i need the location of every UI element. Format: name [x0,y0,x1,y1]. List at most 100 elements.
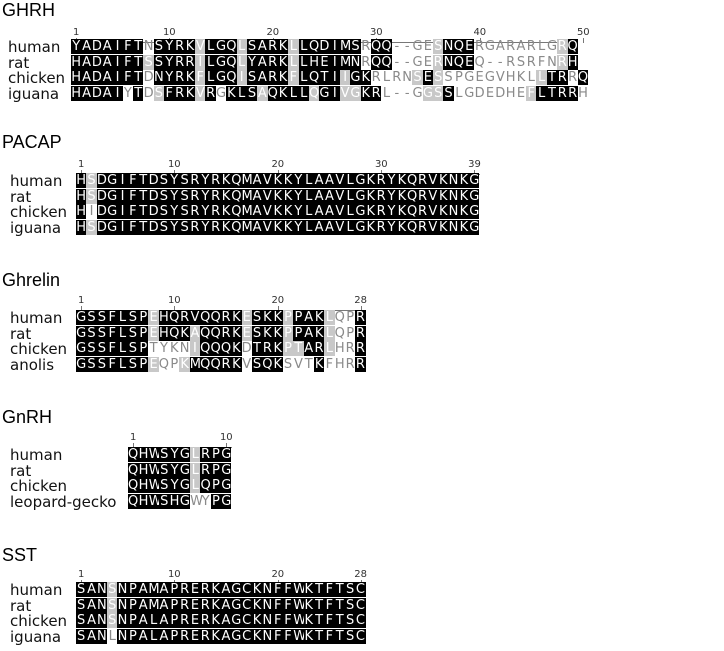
residue-cell: L [205,70,216,85]
residue-cell: T [546,70,558,85]
residue-cell: S [107,582,118,597]
species-label: iguana [10,218,62,237]
residue-cell: R [557,70,568,85]
residue-cell: V [427,173,439,188]
residue-cell: T [251,341,263,356]
residue-cell: R [506,54,516,70]
residue-cell: K [313,310,325,325]
residue-cell: S [96,356,108,372]
sequence-row: QHWSHGWYPGQHWSHGWYPG [128,493,232,509]
sequence-row: HSDGIFTDSYSRYRKQMAVKKYLAAVLGKRYKQRVKNKGH… [76,219,480,235]
residue-cell: R [355,356,366,372]
species-label: chicken [8,69,66,87]
residue-cell: G [469,173,480,188]
species-label: human [8,38,61,56]
residue-cell: M [148,597,160,613]
residue-cell: Q [226,39,237,54]
residue-cell: Y [169,447,180,462]
ruler-tick-label: 28 [354,569,367,580]
residue-cell: S [433,39,444,54]
residue-cell: V [262,204,273,219]
residue-cell: P [169,628,180,644]
residue-cell: F [537,54,546,70]
residue-cell: K [282,173,294,188]
block-title: PACAP [2,132,62,152]
residue-cell: H [158,325,170,341]
residue-cell: D [474,85,485,101]
species-label: rat [8,53,30,72]
residue-cell: K [220,188,232,204]
ruler-tick [81,170,83,175]
residue-cell: Y [159,341,168,356]
residue-cell: H [158,310,170,325]
residue-cell: R [557,39,568,54]
residue-cell: C [241,597,252,613]
residue-cell: H [505,85,516,101]
residue-cell: K [365,219,376,235]
residue-cell: F [324,582,335,597]
residue-cell: K [438,188,449,204]
residue-cell: R [267,39,278,54]
residue-cell: L [288,54,299,70]
residue-cell: K [251,597,263,613]
residue-cell: A [138,597,149,613]
residue-cell: H [334,341,345,356]
residue-cell: A [158,597,170,613]
residue-cell: T [133,70,144,85]
residue-cell: D [96,188,108,204]
residue-cell: K [277,70,289,85]
residue-cell: R [179,582,190,597]
residue-cell: S [86,325,97,341]
residue-cell: S [251,325,263,341]
residue-cell: K [458,188,470,204]
residue-cell: I [329,85,340,101]
residue-cell: Q [267,85,278,101]
residue-cell: K [516,70,526,85]
residue-cell: S [158,219,170,235]
residue-cell: Q [200,478,211,493]
residue-cell: A [86,628,97,644]
residue-cell: R [557,54,568,70]
residue-cell: G [221,478,232,493]
residue-cell: L [108,628,116,644]
residue-cell: Q [200,356,211,372]
residue-cell: S [153,85,165,101]
residue-cell: R [361,54,371,70]
residue-cell: K [272,219,283,235]
residue-cell: L [117,341,128,356]
residue-cell: D [91,54,103,70]
residue-cell: I [117,188,128,204]
ruler-tick-label: 20 [266,27,280,38]
residue-cell: R [392,70,402,85]
residue-cell: K [231,310,242,325]
residue-cell: K [184,70,196,85]
residue-cell: N [117,628,128,644]
residue-cell: Q [210,356,221,372]
residue-cell: R [526,39,536,54]
residue-cell: N [402,70,413,85]
residue-cell: T [546,85,558,101]
ruler-tick [226,443,228,448]
residue-cell: R [417,204,428,219]
residue-cell: V [427,219,439,235]
species-label: rat [10,187,32,206]
residue-cell: S [107,597,118,613]
residue-cell: R [375,173,387,188]
residue-cell: F [324,613,335,628]
residue-cell: N [143,39,154,54]
residue-cell: G [422,85,434,101]
residue-cell: L [303,188,314,204]
residue-cell: A [313,219,325,235]
species-label: chicken [10,477,68,495]
residue-cell: Q [128,478,139,493]
residue-cell: - [487,54,493,70]
residue-cell: S [344,597,356,613]
residue-cell: K [272,341,283,356]
residue-cell: K [251,613,263,628]
residue-cell: A [138,582,149,597]
residue-cell: R [433,54,444,70]
residue-cell: T [138,204,149,219]
residue-cell: R [189,204,201,219]
residue-cell: D [96,173,108,188]
